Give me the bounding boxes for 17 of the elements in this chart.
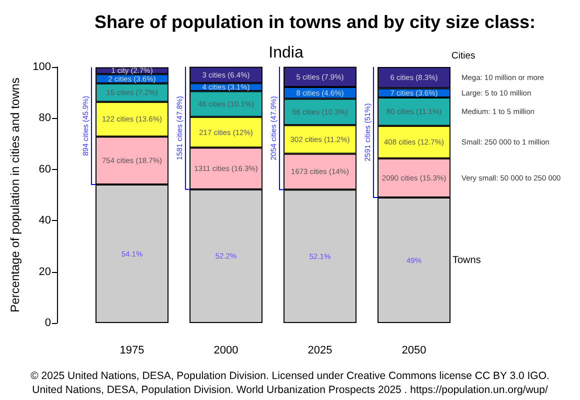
y-tick-label: 0: [44, 317, 51, 329]
series-label: Towns: [452, 254, 481, 266]
y-tick-label: 80: [38, 112, 51, 124]
chart-title: Share of population in towns and by city size class:: [94, 12, 536, 32]
y-tick-label: 40: [38, 214, 51, 227]
x-tick-label: 2050: [402, 344, 426, 356]
y-axis-title: Percentage of population in cities and towns: [8, 78, 22, 312]
text: © 2025 United Nations, DESA, Population Division. Licensed under Creative Commons license CC BY 3.0 IGO.: [30, 370, 550, 382]
y-tick-label: 60: [38, 163, 51, 176]
x-tick-label: 2025: [308, 344, 332, 356]
legend-title: Cities: [452, 50, 476, 62]
y-tick-label: 100: [32, 61, 51, 73]
x-tick-label: 2000: [214, 344, 238, 356]
x-tick-label: 1975: [120, 344, 144, 356]
y-tick-label: 20: [38, 266, 51, 278]
chart-subtitle: India: [268, 44, 304, 62]
text: United Nations, DESA, Population Division. World Urbanization Prospects 2025 . https://population.un.org/wup/: [32, 384, 548, 396]
